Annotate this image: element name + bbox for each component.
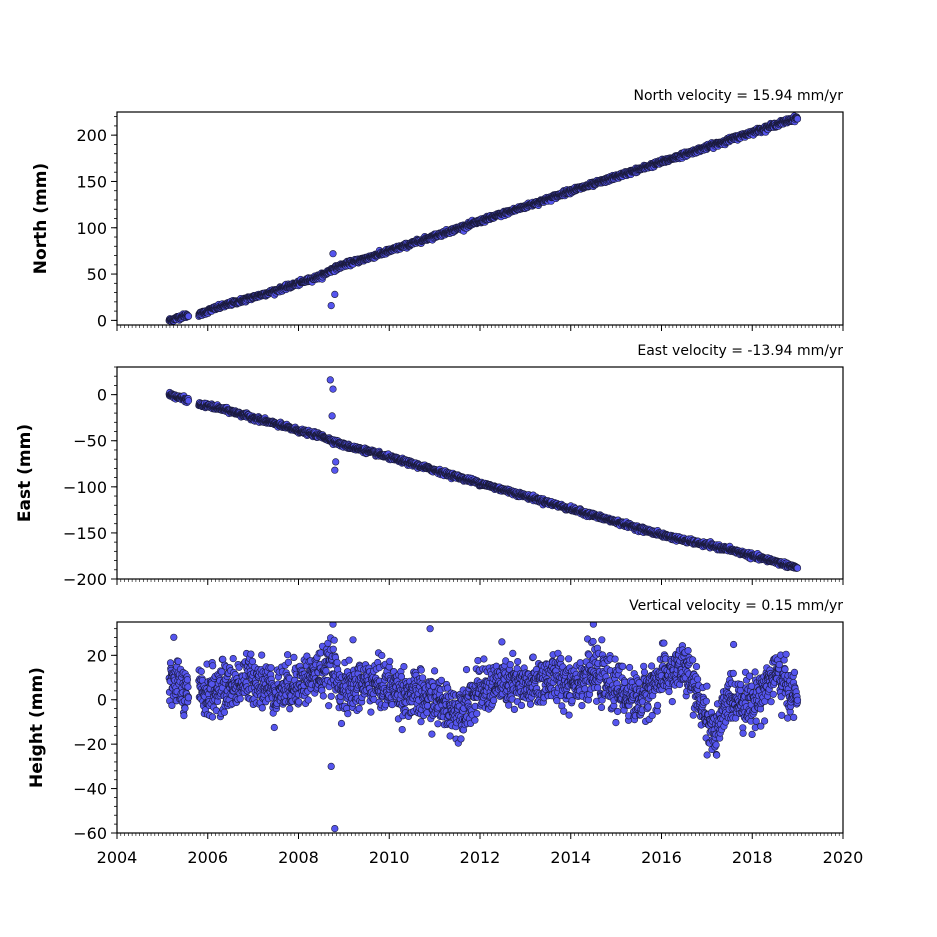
ytick-label: 50	[87, 265, 107, 284]
panel-title-east: East velocity = -13.94 mm/yr	[637, 343, 843, 359]
ytick-label: −100	[63, 478, 107, 497]
data-point	[793, 564, 802, 572]
points-north	[165, 112, 802, 325]
data-point	[331, 290, 339, 299]
ytick-label: 100	[76, 219, 107, 238]
data-point	[329, 385, 337, 393]
data-point	[328, 412, 336, 420]
data-point	[184, 397, 193, 405]
ytick-label: 0	[97, 311, 107, 330]
data-point	[331, 466, 339, 474]
panel-title-north: North velocity = 15.94 mm/yr	[633, 88, 843, 104]
ytick-label: 200	[76, 126, 107, 145]
data-point	[332, 458, 340, 466]
data-point	[326, 376, 334, 384]
panel-north: North velocity = 15.94 mm/yr North (mm) 0 5…	[31, 88, 844, 331]
ylabel-east: East (mm)	[15, 424, 35, 522]
data-point	[329, 250, 337, 258]
ytick-label: −150	[63, 524, 107, 543]
data-point	[327, 302, 335, 310]
ylabel-north: North (mm)	[31, 163, 51, 274]
ytick-label: 0	[97, 386, 107, 405]
panel-east: East velocity = -13.94 mm/yr East (mm) 0 −5…	[15, 343, 844, 589]
data-point	[184, 312, 193, 320]
ytick-label: −50	[73, 432, 107, 451]
ytick-label: 150	[76, 172, 107, 191]
points-east	[165, 376, 802, 572]
ytick-label: −200	[63, 570, 107, 589]
data-point	[793, 115, 802, 123]
